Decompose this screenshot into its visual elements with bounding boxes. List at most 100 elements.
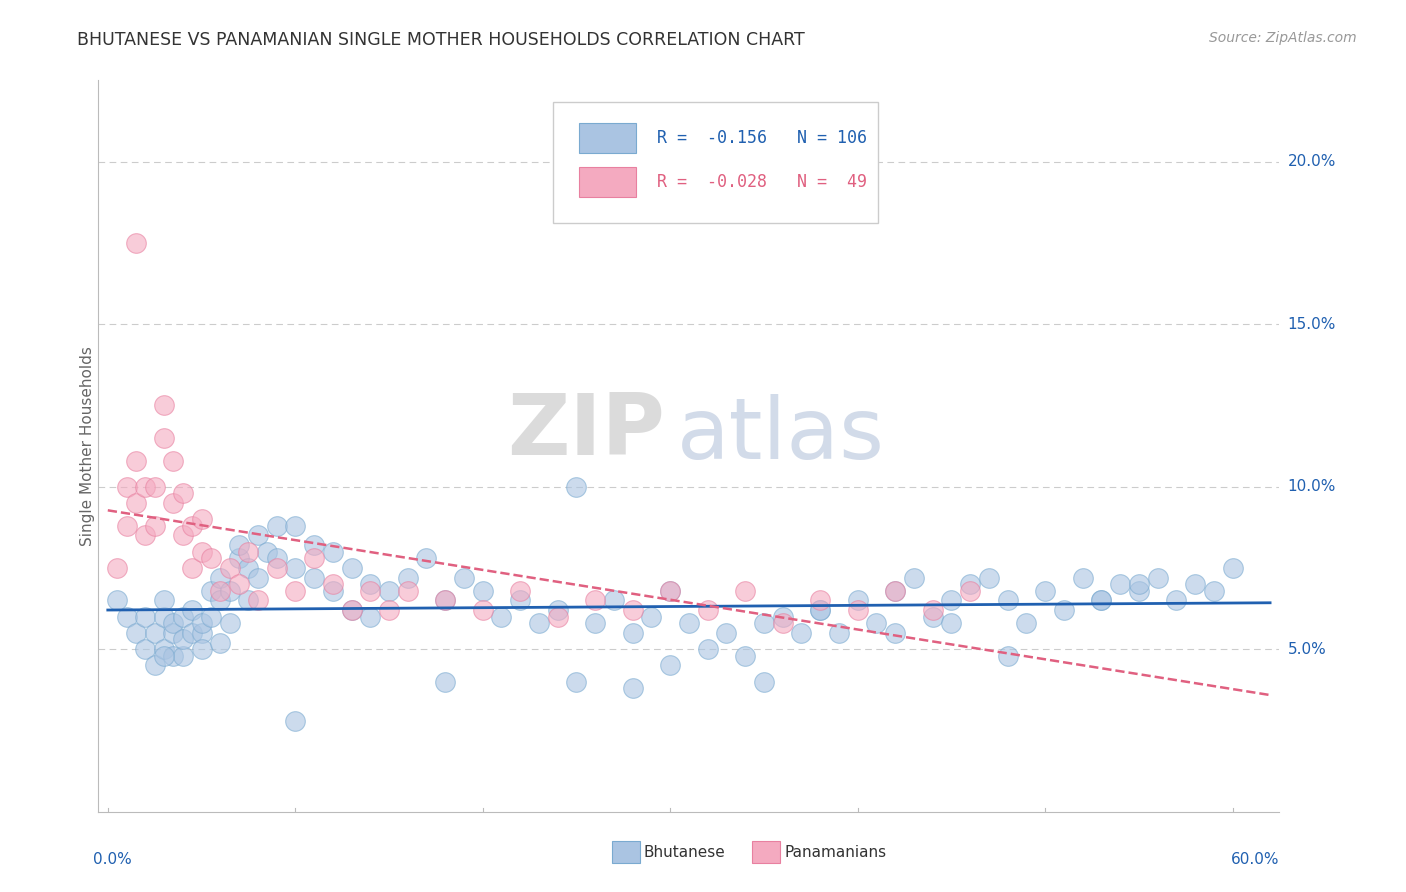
Point — [865, 616, 887, 631]
Point — [134, 642, 156, 657]
Point — [153, 609, 176, 624]
Point — [246, 593, 269, 607]
Point — [228, 551, 250, 566]
Point — [941, 616, 963, 631]
Point — [115, 518, 138, 533]
Point — [396, 571, 419, 585]
Point — [1222, 561, 1244, 575]
Point — [143, 480, 166, 494]
Point — [1184, 577, 1206, 591]
FancyBboxPatch shape — [579, 167, 636, 197]
Point — [959, 577, 981, 591]
Point — [162, 453, 184, 467]
Point — [153, 593, 176, 607]
Point — [266, 518, 288, 533]
Point — [621, 603, 644, 617]
Point — [1128, 577, 1150, 591]
Point — [752, 674, 775, 689]
Point — [190, 616, 212, 631]
Point — [218, 616, 240, 631]
Point — [941, 593, 963, 607]
Point — [284, 714, 307, 728]
Point — [434, 593, 457, 607]
Point — [640, 609, 662, 624]
Point — [977, 571, 1000, 585]
Point — [659, 658, 682, 673]
Point — [808, 593, 831, 607]
Point — [209, 635, 232, 649]
Text: 20.0%: 20.0% — [1288, 154, 1336, 169]
Point — [322, 577, 344, 591]
Point — [172, 609, 194, 624]
Point — [378, 583, 401, 598]
Point — [172, 486, 194, 500]
Text: 5.0%: 5.0% — [1288, 641, 1326, 657]
Point — [190, 512, 212, 526]
Point — [696, 603, 718, 617]
Point — [200, 609, 222, 624]
FancyBboxPatch shape — [579, 123, 636, 153]
FancyBboxPatch shape — [553, 103, 877, 223]
Point — [752, 616, 775, 631]
Point — [143, 518, 166, 533]
Point — [603, 593, 626, 607]
Point — [921, 609, 943, 624]
Text: atlas: atlas — [678, 393, 886, 476]
Point — [181, 603, 204, 617]
Point — [228, 538, 250, 552]
Point — [959, 583, 981, 598]
Point — [884, 583, 907, 598]
Point — [846, 603, 869, 617]
Point — [659, 583, 682, 598]
Point — [153, 648, 176, 663]
Point — [218, 583, 240, 598]
Point — [246, 528, 269, 542]
Point — [115, 609, 138, 624]
Point — [266, 551, 288, 566]
Point — [772, 609, 794, 624]
Point — [218, 561, 240, 575]
Point — [359, 577, 381, 591]
Point — [172, 632, 194, 647]
Point — [162, 648, 184, 663]
Point — [134, 609, 156, 624]
Point — [1109, 577, 1132, 591]
Point — [125, 626, 148, 640]
Point — [238, 561, 260, 575]
Point — [238, 544, 260, 558]
Text: Bhutanese: Bhutanese — [644, 845, 725, 860]
Point — [547, 603, 569, 617]
Point — [491, 609, 513, 624]
Point — [340, 603, 363, 617]
Point — [678, 616, 700, 631]
Point — [105, 593, 128, 607]
Point — [1015, 616, 1038, 631]
Point — [238, 593, 260, 607]
Point — [547, 609, 569, 624]
Point — [659, 583, 682, 598]
Point — [209, 583, 232, 598]
Text: BHUTANESE VS PANAMANIAN SINGLE MOTHER HOUSEHOLDS CORRELATION CHART: BHUTANESE VS PANAMANIAN SINGLE MOTHER HO… — [77, 31, 806, 49]
Point — [903, 571, 925, 585]
Point — [172, 528, 194, 542]
Point — [134, 528, 156, 542]
Point — [200, 551, 222, 566]
Point — [105, 561, 128, 575]
Point — [125, 235, 148, 250]
Point — [583, 593, 606, 607]
Point — [621, 681, 644, 696]
Point — [200, 583, 222, 598]
Point — [284, 561, 307, 575]
Point — [509, 593, 531, 607]
Text: ZIP: ZIP — [508, 390, 665, 473]
Point — [734, 648, 756, 663]
Point — [190, 642, 212, 657]
Point — [172, 648, 194, 663]
Point — [997, 593, 1019, 607]
Text: Panamanians: Panamanians — [785, 845, 887, 860]
Point — [378, 603, 401, 617]
Text: Source: ZipAtlas.com: Source: ZipAtlas.com — [1209, 31, 1357, 45]
Point — [143, 658, 166, 673]
Point — [302, 551, 325, 566]
Point — [621, 626, 644, 640]
